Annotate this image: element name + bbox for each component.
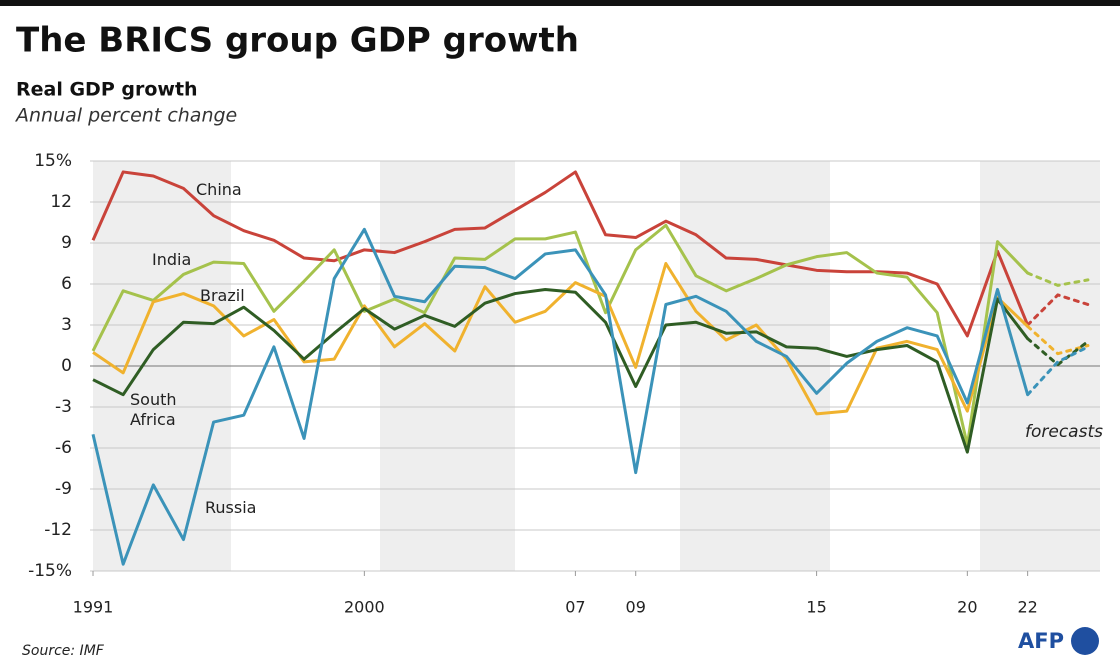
subtitle: Real GDP growth	[16, 79, 198, 101]
y-tick-label: -12	[44, 520, 72, 540]
x-tick-label: 20	[957, 598, 977, 617]
x-tick-label: 07	[565, 598, 585, 617]
y-tick-label: -15%	[28, 561, 72, 581]
series-label: Brazil	[200, 286, 245, 305]
series-label: China	[196, 180, 242, 199]
forecast-line	[1026, 324, 1090, 356]
logo: AFP	[1018, 629, 1064, 653]
x-tick-label: 15	[806, 598, 826, 617]
series-label: Russia	[205, 498, 257, 517]
y-axis-label: Annual percent change	[14, 105, 237, 127]
y-tick-label: 6	[61, 274, 72, 294]
y-tick-label: 12	[50, 192, 72, 212]
series-line	[92, 262, 1029, 416]
chart-title: The BRICS group GDP growth	[16, 21, 579, 61]
series-line	[91, 170, 1030, 338]
series-line	[91, 227, 1030, 566]
logo-circle	[1071, 627, 1099, 655]
series-line	[91, 223, 1029, 447]
y-tick-label: 15%	[34, 151, 72, 171]
y-tick-label: -6	[55, 438, 72, 458]
y-tick-label: 0	[61, 356, 72, 376]
y-tick-label: 3	[61, 315, 72, 335]
forecast-line	[1026, 271, 1090, 287]
x-tick-label: 1991	[73, 598, 114, 617]
y-tick-label: 9	[61, 233, 72, 253]
source: Source: IMF	[22, 643, 105, 659]
annotation: forecasts	[1025, 422, 1103, 442]
top-bar	[0, 0, 1120, 6]
y-tick-label: -3	[55, 397, 72, 417]
series-label: India	[152, 250, 192, 269]
y-tick-label: -9	[55, 479, 72, 499]
x-tick-label: 09	[626, 598, 646, 617]
x-tick-label: 22	[1017, 598, 1037, 617]
series-line	[92, 287, 1029, 454]
series-label: South Africa	[130, 390, 177, 429]
forecast-line	[1026, 345, 1090, 397]
forecast-line	[1026, 337, 1090, 367]
forecast-line	[1026, 293, 1090, 327]
x-tick-label: 2000	[344, 598, 385, 617]
